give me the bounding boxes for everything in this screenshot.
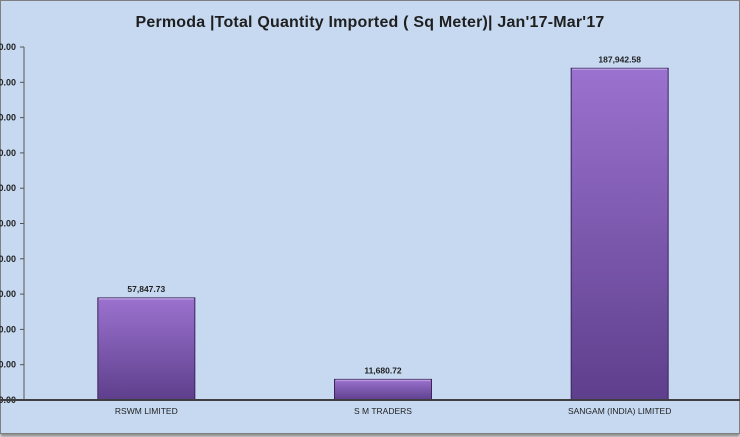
- y-tick-label: 60,000.00: [0, 289, 16, 299]
- data-label: 57,847.73: [127, 284, 165, 294]
- y-tick-label: 180,000.00: [0, 77, 16, 87]
- y-tick-label: 160,000.00: [0, 113, 16, 123]
- y-tick-label: 40,000.00: [0, 324, 16, 334]
- y-tick-label: 140,000.00: [0, 148, 16, 158]
- bar: [334, 378, 432, 401]
- y-tick-label: 20,000.00: [0, 360, 16, 370]
- chart-title: Permoda |Total Quantity Imported ( Sq Me…: [135, 14, 605, 31]
- x-tick-label: RSWM LIMITED: [115, 406, 178, 416]
- y-tick-label: 100,000.00: [0, 219, 16, 229]
- data-label: 187,942.58: [598, 54, 641, 64]
- bar: [97, 297, 196, 401]
- data-label: 11,680.72: [364, 365, 402, 375]
- bar: [570, 67, 669, 401]
- y-tick-label: 120,000.00: [0, 183, 16, 193]
- x-tick-label: SANGAM (INDIA) LIMITED: [568, 406, 671, 416]
- x-tick-label: S M TRADERS: [354, 406, 412, 416]
- y-tick-label: 80,000.00: [0, 254, 16, 264]
- y-tick-label: 200,000.00: [0, 42, 16, 52]
